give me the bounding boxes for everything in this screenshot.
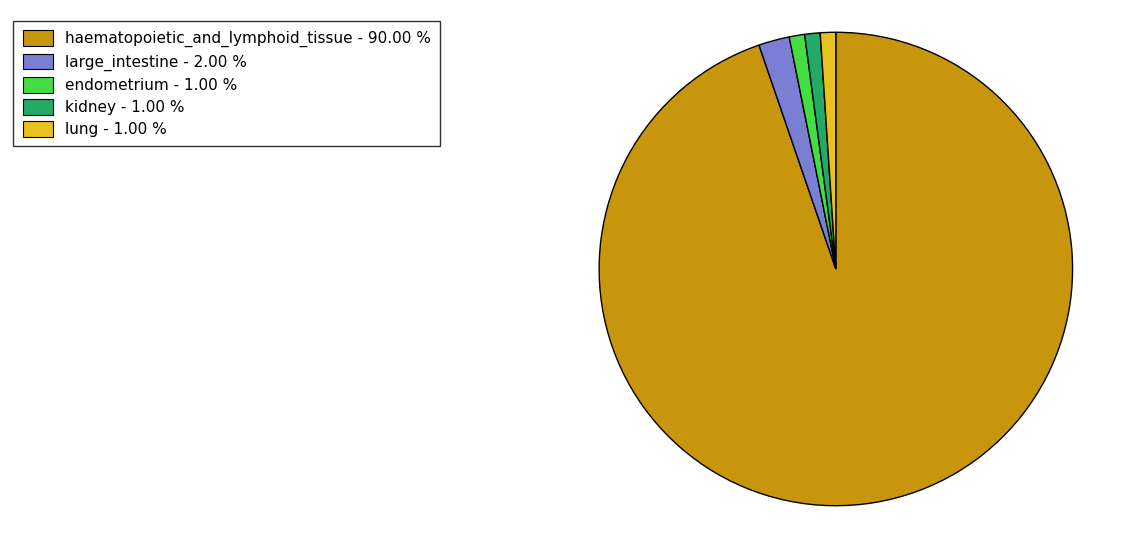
- Wedge shape: [599, 32, 1073, 506]
- Wedge shape: [759, 37, 836, 269]
- Wedge shape: [820, 32, 836, 269]
- Legend: haematopoietic_and_lymphoid_tissue - 90.00 %, large_intestine - 2.00 %, endometr: haematopoietic_and_lymphoid_tissue - 90.…: [14, 21, 441, 146]
- Wedge shape: [789, 34, 836, 269]
- Wedge shape: [805, 33, 836, 269]
